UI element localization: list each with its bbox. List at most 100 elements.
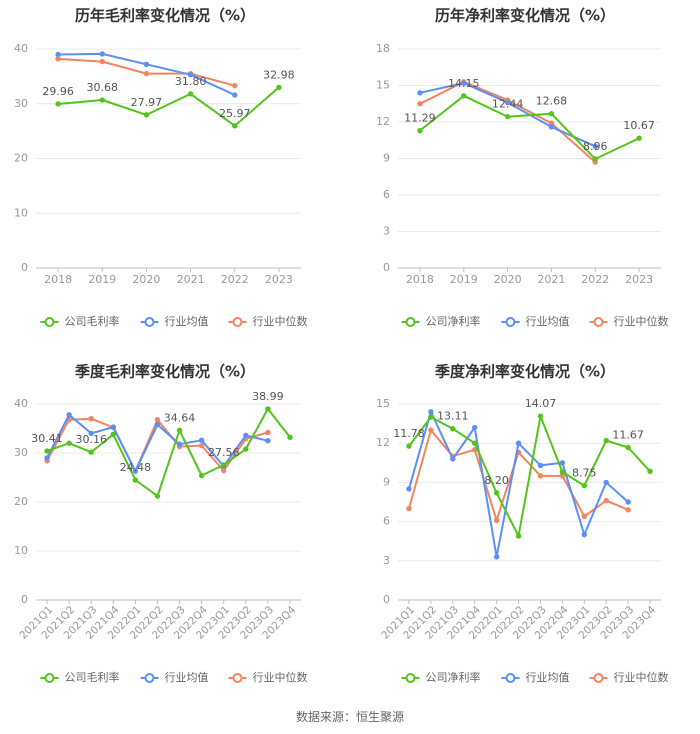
data-label: 38.99 [252,390,284,403]
y-tick-label: 12 [376,436,390,449]
legend-marker-icon [144,673,155,683]
data-point-industry_median [537,473,544,479]
x-tick-label: 2020 [494,273,522,286]
legend-label: 行业均值 [526,315,570,328]
data-point-industry_avg [548,124,555,130]
x-tick-label: 2022 [581,273,609,286]
x-tick-label: 2022 [221,273,249,286]
data-point-company [232,123,238,129]
data-point-industry_avg [406,486,412,492]
data-point-company [55,101,61,107]
legend-item-industry_avg: 行业均值 [501,315,570,328]
data-point-company [504,113,511,120]
data-point-industry_avg [592,143,598,150]
data-point-industry_avg [187,72,194,78]
y-tick-label: 15 [376,79,390,92]
data-point-industry_median [99,58,105,65]
data-point-industry_median [428,427,434,433]
data-point-industry_median [198,442,205,449]
data-point-company [132,477,139,483]
data-point-company [647,468,653,474]
x-tick-label: 2019 [450,273,478,286]
data-point-company [559,469,566,475]
data-point-industry_avg [55,51,61,58]
legend-item-industry_median: 行业中位数 [589,670,669,684]
data-label: 30.68 [87,81,119,94]
data-point-industry_avg [243,432,249,439]
y-tick-label: 0 [21,593,28,606]
y-tick-label: 0 [383,261,390,274]
data-label: 27.56 [208,446,240,459]
data-label: 8.20 [484,474,509,487]
data-point-industry_median [581,513,587,520]
data-point-company [406,443,412,449]
chart-panel-2: 季度毛利率变化情况（%）0102030402021Q12021Q22021Q32… [14,363,308,685]
data-point-company [461,93,467,99]
data-point-industry_avg [461,80,467,86]
data-label: 30.16 [75,433,107,446]
y-tick-label: 20 [14,152,28,165]
data-point-company [88,449,94,455]
x-tick-label: 2023 [625,273,653,286]
data-label: 14.07 [525,397,557,410]
data-point-industry_avg [232,92,238,98]
data-label: 10.67 [623,119,655,132]
chart-title: 历年毛利率变化情况（%） [75,7,255,25]
data-point-industry_avg [603,479,609,486]
data-point-company [187,91,194,97]
legend-label: 行业均值 [165,315,209,328]
data-point-industry_median [143,70,150,77]
legend-marker-icon [405,317,416,327]
data-label: 12.44 [492,98,524,111]
data-label: 14.15 [448,77,480,90]
data-point-industry_median [406,505,412,512]
y-tick-label: 40 [14,397,28,410]
chart-title: 季度毛利率变化情况（%） [75,363,255,381]
data-point-company [636,135,642,141]
chart-panel-1: 历年净利率变化情况（%） 0 3 6 9 12 15 18 2018 2019 2020 2021 20… [376,7,669,329]
x-tick-label: 2020 [132,273,160,286]
y-tick-label: 12 [376,115,390,128]
data-point-company [243,446,249,452]
data-label: 12.68 [536,95,568,108]
data-point-industry_avg [472,424,478,431]
data-point-industry_avg [493,554,500,560]
data-point-company [143,112,150,118]
data-source-note: 数据来源：恒生聚源 [295,710,404,724]
data-label: 29.96 [42,85,74,98]
data-point-industry_avg [428,409,434,415]
data-label: 34.64 [164,411,196,424]
series-line-company [419,94,640,160]
y-tick-label: 10 [14,544,28,557]
legend-label: 公司净利率 [426,670,481,684]
y-tick-label: 0 [21,261,28,274]
data-point-industry_median [265,429,271,436]
chart-title: 历年净利率变化情况（%） [435,7,615,25]
legend-item-industry_avg: 行业均值 [501,671,570,684]
data-point-company [472,440,478,446]
data-point-industry_avg [581,531,587,538]
data-point-company [198,472,205,479]
data-label: 31.80 [175,75,207,88]
data-point-industry_avg [66,412,72,418]
data-point-industry_avg [537,462,544,469]
y-tick-label: 9 [383,475,390,488]
data-point-industry_avg [515,440,522,446]
y-tick-label: 3 [383,554,390,567]
data-point-industry_median [417,101,423,107]
y-tick-label: 18 [376,42,390,55]
y-tick-label: 20 [14,495,28,508]
data-point-industry_median [493,517,500,523]
data-point-company [154,493,161,499]
data-label: 11.29 [404,112,436,125]
data-label: 27.97 [131,96,163,109]
data-label: 11.67 [612,429,644,442]
x-tick-label: 2023 [265,273,293,286]
legend-label: 行业中位数 [253,314,308,328]
legend-label: 行业中位数 [253,670,308,684]
data-point-industry_median [625,507,631,513]
data-point-industry_avg [110,424,116,430]
data-point-industry_avg [154,421,161,428]
y-tick-label: 6 [383,515,390,528]
